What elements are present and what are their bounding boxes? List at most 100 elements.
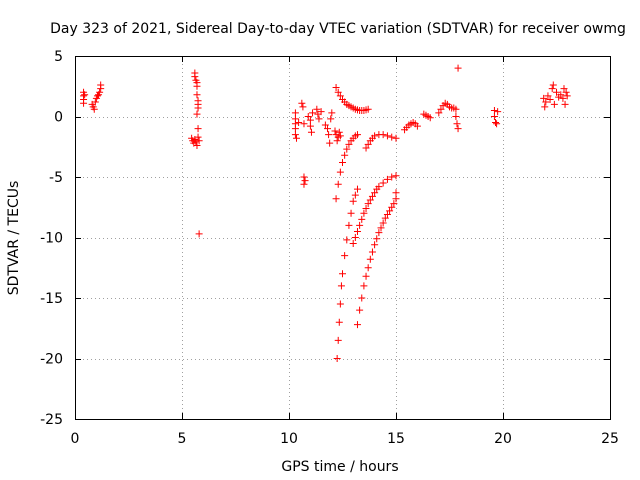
- data-point: [336, 300, 344, 308]
- gridlines: [75, 56, 610, 419]
- data-point: [362, 144, 370, 152]
- data-point: [494, 108, 502, 116]
- data-point: [413, 122, 421, 130]
- data-point: [345, 140, 353, 148]
- data-point: [562, 88, 570, 96]
- data-point: [437, 105, 445, 113]
- data-point: [392, 172, 400, 180]
- data-point: [332, 195, 340, 203]
- data-point: [362, 204, 370, 212]
- x-tick-label: 5: [178, 431, 187, 447]
- data-point: [300, 120, 308, 128]
- data-point: [360, 209, 368, 217]
- y-tick-labels: -25 -20 -15 -10 -5 0 5: [40, 49, 63, 428]
- data-point: [333, 137, 341, 145]
- data-point: [388, 133, 396, 141]
- data-point: [366, 255, 374, 263]
- data-point: [386, 207, 394, 215]
- data-point: [291, 109, 299, 117]
- data-point: [379, 179, 387, 187]
- data-point: [388, 203, 396, 211]
- data-point: [96, 88, 104, 96]
- data-point: [377, 224, 385, 232]
- data-point: [299, 103, 307, 111]
- data-point: [353, 185, 361, 193]
- data-point: [97, 81, 105, 89]
- data-point: [542, 98, 550, 106]
- data-point: [336, 132, 344, 140]
- data-point: [336, 92, 344, 100]
- y-tick-label: -5: [49, 170, 63, 186]
- data-point: [392, 189, 400, 197]
- data-point: [371, 189, 379, 197]
- x-tick-label: 15: [387, 431, 405, 447]
- data-point: [349, 240, 357, 248]
- data-point: [452, 105, 460, 113]
- data-point: [379, 219, 387, 227]
- data-point: [193, 110, 201, 118]
- data-point: [388, 173, 396, 181]
- y-tick-label: 5: [54, 49, 63, 65]
- y-tick-label: -15: [40, 291, 63, 307]
- data-point: [331, 127, 339, 135]
- data-point: [453, 120, 461, 128]
- data-point: [563, 92, 571, 100]
- data-point: [356, 306, 364, 314]
- data-point: [371, 241, 379, 249]
- data-point: [381, 214, 389, 222]
- data-point: [356, 221, 364, 229]
- data-point: [339, 158, 346, 166]
- data-point: [301, 177, 309, 185]
- data-point: [334, 88, 342, 96]
- data-point: [540, 94, 548, 102]
- data-point: [435, 109, 443, 117]
- data-point: [341, 151, 349, 159]
- data-point: [560, 85, 568, 93]
- axis-ticks: [75, 56, 611, 420]
- data-point: [548, 85, 556, 93]
- data-point: [557, 91, 565, 99]
- data-point: [353, 131, 361, 139]
- data-point: [326, 139, 334, 147]
- data-point: [362, 272, 370, 280]
- data-point: [379, 131, 387, 139]
- data-point: [193, 82, 201, 90]
- data-point: [91, 98, 99, 106]
- data-point: [325, 131, 333, 139]
- y-tick-label: -25: [40, 412, 63, 428]
- data-point: [304, 113, 312, 120]
- data-point: [335, 128, 343, 136]
- data-point: [191, 73, 199, 81]
- y-tick-label: -10: [40, 231, 63, 247]
- data-point: [315, 115, 323, 123]
- data-point: [549, 81, 557, 89]
- data-point: [291, 131, 299, 139]
- data-point: [493, 120, 501, 128]
- data-point: [550, 100, 558, 108]
- data-point: [559, 94, 567, 102]
- data-point: [492, 119, 500, 127]
- data-point: [324, 125, 332, 133]
- data-point: [452, 113, 460, 120]
- data-point: [80, 99, 88, 107]
- data-point: [541, 103, 549, 111]
- data-point: [392, 134, 400, 142]
- data-point: [295, 119, 303, 127]
- data-point: [335, 318, 343, 326]
- data-point: [371, 132, 379, 140]
- data-point: [81, 91, 89, 99]
- data-point: [328, 109, 336, 117]
- y-tick-label: -20: [40, 352, 63, 368]
- data-point: [561, 100, 569, 108]
- data-point: [194, 104, 202, 112]
- data-point: [193, 142, 201, 150]
- data-point: [553, 88, 560, 96]
- x-axis-title: GPS time / hours: [281, 459, 398, 475]
- y-axis-title: SDTVAR / TECUs: [6, 181, 22, 296]
- data-points: [80, 64, 571, 362]
- data-point: [375, 229, 383, 237]
- data-point: [291, 125, 299, 133]
- data-point: [333, 355, 341, 362]
- data-point: [339, 270, 346, 278]
